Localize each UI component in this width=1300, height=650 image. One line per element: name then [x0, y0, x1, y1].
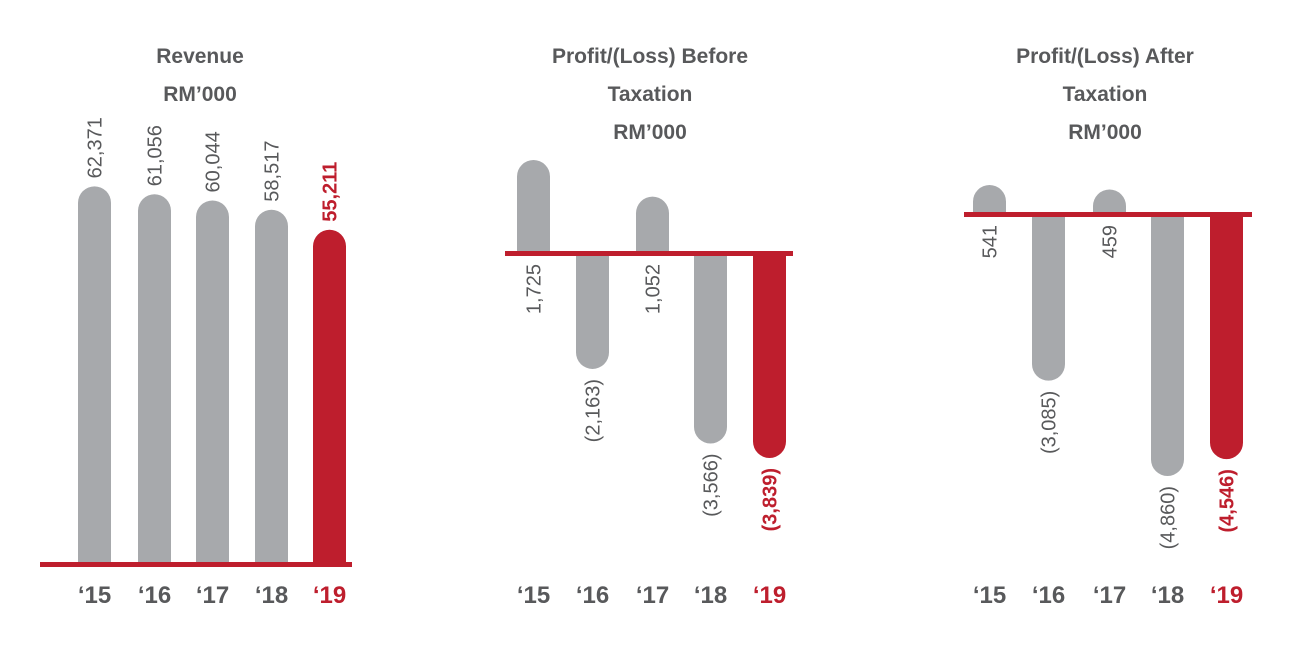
bar — [576, 254, 609, 369]
bar — [313, 229, 346, 565]
category-label: ‘15 — [973, 582, 1006, 609]
category-label: ‘17 — [1093, 582, 1126, 609]
category-label: ‘15 — [517, 582, 550, 609]
category-label: ‘15 — [78, 582, 111, 609]
bar — [973, 185, 1006, 215]
data-label: 62,371 — [85, 117, 107, 178]
chart-title: Profit/(Loss) After Taxation RM’000 — [1016, 45, 1194, 144]
bar — [138, 194, 171, 566]
category-label: ‘16 — [576, 582, 609, 609]
bar — [1093, 189, 1126, 215]
data-label: 58,517 — [262, 141, 284, 202]
category-label: ‘16 — [138, 582, 171, 609]
data-label: (3,566) — [701, 453, 723, 516]
data-label: 1,725 — [524, 264, 546, 314]
data-label: 541 — [980, 225, 1002, 258]
category-label: ‘17 — [196, 582, 229, 609]
bar — [1151, 215, 1184, 477]
data-label: (4,546) — [1217, 469, 1239, 532]
bar — [255, 209, 288, 565]
data-label: 1,052 — [643, 264, 665, 314]
chart-title: Revenue RM’000 — [156, 45, 244, 106]
category-label: ‘19 — [313, 582, 346, 609]
chart-plot: 1,725 ‘15 (2,163) ‘16 1,052 ‘17 (3,566) ‘18 (3,8… — [505, 160, 793, 609]
axis-line — [40, 562, 352, 567]
axis-line — [964, 212, 1252, 217]
bar — [1210, 215, 1243, 460]
axis-line — [505, 251, 793, 256]
category-label: ‘17 — [636, 582, 669, 609]
data-label: 60,044 — [203, 131, 225, 192]
profit-before-tax-chart: Profit/(Loss) Before Taxation RM’000 1,7… — [495, 0, 805, 650]
data-label: 55,211 — [320, 162, 342, 222]
bar — [694, 254, 727, 444]
category-label: ‘16 — [1032, 582, 1065, 609]
data-label: (3,839) — [760, 468, 782, 531]
chart-plot: 62,371 ‘15 61,056 ‘16 60,044 ‘17 58,517 ‘18 55,2… — [40, 117, 352, 609]
category-label: ‘18 — [694, 582, 727, 609]
bar — [196, 200, 229, 566]
bar — [78, 186, 111, 566]
category-label: ‘19 — [753, 582, 786, 609]
bar — [753, 254, 786, 458]
data-label: (4,860) — [1158, 486, 1180, 549]
category-label: ‘18 — [255, 582, 288, 609]
data-label: 61,056 — [145, 125, 167, 186]
revenue-chart: Revenue RM’000 62,371 ‘15 61,056 ‘16 60,044 ‘… — [40, 0, 360, 650]
category-label: ‘19 — [1210, 582, 1243, 609]
data-label: (3,085) — [1039, 391, 1061, 454]
bar — [636, 196, 669, 254]
chart-plot: 541 ‘15 (3,085) ‘16 459 ‘17 (4,860) ‘18 (4,546) ‘… — [964, 185, 1252, 609]
data-label: 459 — [1100, 225, 1122, 258]
bar — [517, 160, 550, 254]
bar — [1032, 215, 1065, 381]
profit-after-tax-chart: Profit/(Loss) After Taxation RM’000 541 ‘… — [950, 0, 1260, 650]
category-label: ‘18 — [1151, 582, 1184, 609]
data-label: (2,163) — [583, 379, 605, 442]
chart-title: Profit/(Loss) Before Taxation RM’000 — [551, 45, 748, 144]
